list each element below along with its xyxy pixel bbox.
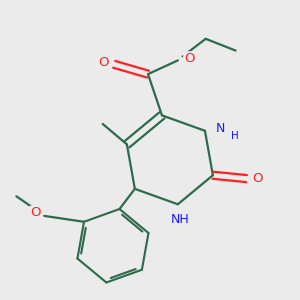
Text: O: O — [252, 172, 263, 185]
Text: O: O — [30, 206, 41, 219]
Text: O: O — [184, 52, 194, 65]
Text: O: O — [98, 56, 108, 69]
Text: N: N — [215, 122, 225, 135]
Text: H: H — [231, 131, 239, 141]
Text: NH: NH — [170, 213, 189, 226]
